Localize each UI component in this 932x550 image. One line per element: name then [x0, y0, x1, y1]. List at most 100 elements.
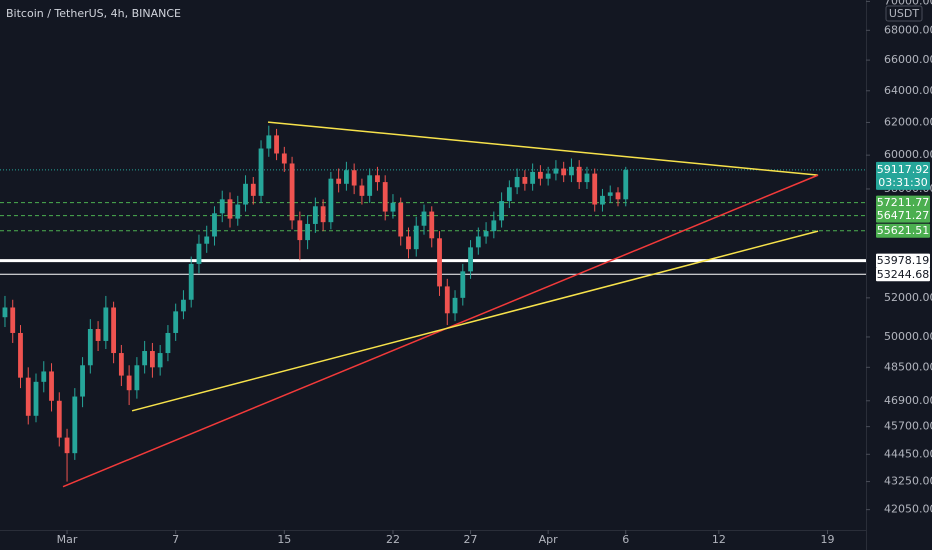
candle-body — [33, 381, 39, 416]
y-tick-label: 42050.00 — [884, 503, 932, 516]
last-price-label: 59117.92 — [877, 163, 930, 176]
candle-body — [258, 148, 264, 196]
candle-body — [173, 311, 179, 333]
price-label-box — [876, 208, 930, 223]
y-tick-label: 46900.00 — [884, 394, 932, 407]
candle-body — [623, 169, 629, 200]
candle-body — [312, 206, 318, 224]
candle-body — [111, 307, 117, 354]
candle-body — [320, 206, 326, 223]
y-tick-label: 48500.00 — [884, 360, 932, 373]
candle-body — [56, 400, 62, 438]
candle-body — [41, 371, 47, 382]
candle-body — [274, 135, 279, 154]
price-label-box — [876, 223, 930, 238]
candle-body — [188, 263, 194, 300]
candle-body — [506, 187, 512, 202]
candle-body — [87, 329, 93, 366]
candle-body — [429, 211, 435, 239]
candle-body — [600, 195, 605, 205]
trend-line — [267, 121, 819, 176]
candle-body — [305, 223, 311, 241]
candle-body — [530, 171, 536, 184]
price-label: 53244.68 — [877, 268, 930, 281]
candle-body — [243, 183, 248, 205]
candle-body — [149, 351, 155, 368]
candle-body — [460, 271, 466, 298]
x-tick-label: 6 — [622, 533, 629, 546]
candle-body — [328, 178, 334, 223]
candle-body — [351, 170, 357, 186]
x-tick-label: Apr — [539, 533, 559, 546]
candle-body — [289, 163, 295, 221]
candle-body — [336, 178, 342, 184]
y-tick-label: 66000.00 — [884, 53, 932, 66]
candle-body — [491, 220, 497, 232]
y-tick-label: 44450.00 — [884, 447, 932, 460]
x-tick-label: 19 — [821, 533, 835, 546]
y-tick-label: 70000.00 — [884, 0, 932, 7]
currency-box — [885, 5, 923, 22]
x-tick-label: 7 — [172, 533, 179, 546]
price-label: 56471.27 — [877, 209, 930, 222]
candle-body — [359, 185, 365, 196]
candle-body — [375, 175, 380, 183]
candle-body — [576, 166, 582, 183]
y-tick-label: 45700.00 — [884, 420, 932, 433]
candle-body — [514, 176, 520, 188]
candle-body — [607, 192, 613, 196]
candle-body — [204, 236, 210, 244]
y-tick-label: 68000.00 — [884, 23, 932, 36]
candle-body — [227, 199, 233, 219]
candle-body — [281, 153, 287, 164]
candle-body — [64, 437, 70, 454]
candle-body — [367, 175, 373, 196]
candle-body — [537, 171, 543, 179]
candle-body — [18, 332, 23, 378]
candle-body — [297, 220, 303, 241]
y-tick-label: 43250.00 — [884, 475, 932, 488]
candle-body — [165, 332, 171, 354]
y-tick-label: 52000.00 — [884, 291, 932, 304]
candle-body — [569, 166, 574, 176]
candle-body — [196, 243, 202, 264]
candle-body — [452, 297, 458, 314]
trend-line — [62, 174, 819, 488]
candle-body — [80, 365, 85, 397]
price-label-box — [876, 267, 930, 282]
y-tick-label: 62000.00 — [884, 115, 932, 128]
candle-body — [468, 247, 473, 272]
candle-body — [444, 286, 450, 314]
candle-body — [95, 329, 101, 341]
price-label-box — [876, 195, 930, 210]
candle-body — [553, 168, 559, 174]
x-tick-label: 12 — [712, 533, 726, 546]
candle-body — [126, 375, 132, 391]
candle-body — [134, 365, 140, 391]
candle-body — [406, 236, 411, 250]
price-label: 57211.77 — [877, 196, 930, 209]
candle-body — [545, 173, 551, 179]
candle-body — [483, 231, 489, 237]
currency-label: USDT — [889, 7, 920, 20]
candle-body — [522, 176, 528, 184]
candle-body — [2, 307, 8, 318]
candle-body — [266, 135, 272, 149]
candle-body — [475, 236, 481, 248]
x-tick-label: 27 — [464, 533, 478, 546]
candle-body — [250, 183, 256, 196]
candle-body — [592, 173, 598, 205]
candle-body — [72, 396, 78, 454]
price-label: 55621.51 — [877, 224, 930, 237]
y-tick-label: 60000.00 — [884, 148, 932, 161]
price-label-box — [876, 253, 930, 268]
price-label: 53978.19 — [877, 254, 930, 267]
candle-body — [398, 202, 404, 237]
candle-body — [118, 353, 124, 376]
candle-body — [382, 182, 388, 212]
y-tick-label: 64000.00 — [884, 84, 932, 97]
candle-body — [103, 307, 109, 341]
trend-line — [131, 230, 819, 412]
x-tick-label: Mar — [57, 533, 78, 546]
